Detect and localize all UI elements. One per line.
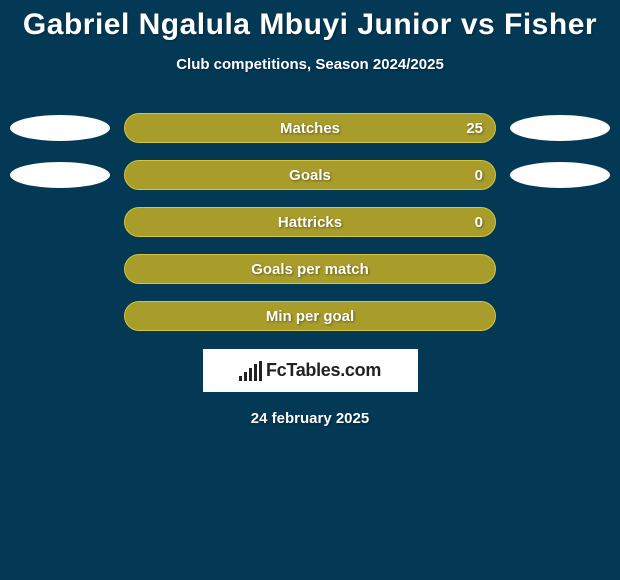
stat-label: Goals [289,167,331,184]
stat-row: Goals per match [10,254,610,284]
stat-row: Min per goal [10,301,610,331]
stat-bar: Hattricks 0 [124,207,496,237]
stat-value: 0 [475,214,483,231]
logo-box: FcTables.com [203,349,418,392]
logo-text: FcTables.com [266,360,381,381]
stat-label: Min per goal [266,308,354,325]
stat-bar: Matches 25 [124,113,496,143]
stat-value: 0 [475,167,483,184]
stat-value: 25 [466,120,483,137]
stat-label: Goals per match [251,261,369,278]
stat-label: Hattricks [278,214,342,231]
stat-bar: Min per goal [124,301,496,331]
chart-icon [239,361,262,381]
stat-row: Matches 25 [10,113,610,143]
stat-rows: Matches 25 Goals 0 Hattricks 0 Goals per match… [0,113,620,331]
stat-label: Matches [280,120,340,137]
left-ellipse [10,162,110,188]
page-title: Gabriel Ngalula Mbuyi Junior vs Fisher [0,0,620,42]
stat-row: Goals 0 [10,160,610,190]
subtitle: Club competitions, Season 2024/2025 [0,56,620,73]
right-ellipse [510,115,610,141]
right-ellipse [510,162,610,188]
stat-row: Hattricks 0 [10,207,610,237]
stat-bar: Goals per match [124,254,496,284]
left-ellipse [10,115,110,141]
date-text: 24 february 2025 [0,410,620,427]
stat-bar: Goals 0 [124,160,496,190]
